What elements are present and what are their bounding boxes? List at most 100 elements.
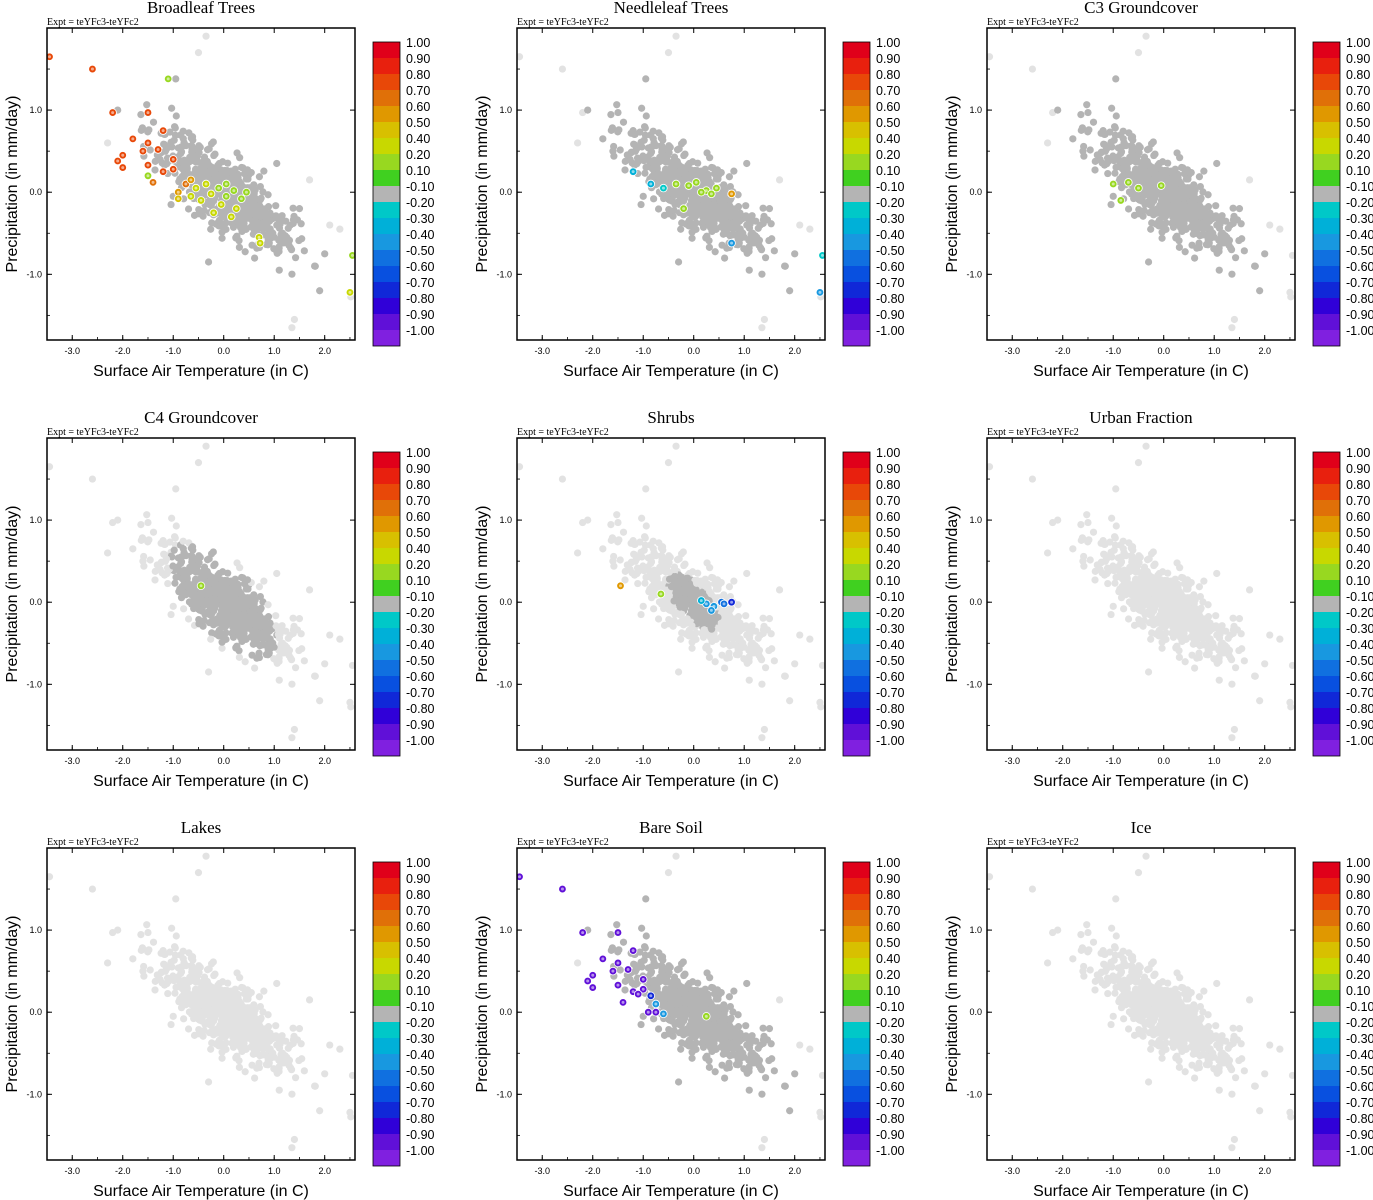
data-point	[1171, 575, 1179, 583]
data-point	[742, 612, 750, 620]
colorbar-label: 0.20	[876, 558, 900, 572]
highlighted-point-center	[348, 290, 352, 294]
colorbar-swatch	[843, 452, 870, 468]
data-point	[1196, 182, 1205, 191]
data-point	[249, 220, 257, 228]
data-point	[1108, 553, 1116, 561]
data-point	[1215, 266, 1223, 274]
data-point	[1229, 614, 1237, 622]
colorbar-swatch	[843, 708, 870, 724]
data-point	[1077, 536, 1085, 544]
x-tick-label: 1.0	[268, 346, 281, 356]
data-point	[170, 546, 178, 554]
data-point	[196, 606, 204, 614]
highlighted-point-center	[166, 77, 170, 81]
colorbar-label: -0.40	[876, 638, 905, 652]
data-point	[1140, 206, 1148, 215]
data-point	[701, 165, 709, 173]
data-point	[1153, 615, 1161, 623]
x-tick-label: -3.0	[64, 756, 80, 766]
data-point	[665, 210, 673, 218]
data-point	[1137, 173, 1145, 181]
colorbar-swatch	[843, 90, 870, 106]
colorbar-frame	[1312, 41, 1341, 347]
data-point	[244, 203, 252, 212]
data-point	[1190, 604, 1199, 612]
colorbar-label: 0.60	[876, 100, 900, 114]
colorbar-label: -0.90	[876, 718, 905, 732]
data-point	[636, 538, 644, 546]
colorbar-swatch	[373, 500, 400, 516]
colorbar-swatch	[373, 660, 400, 676]
data-point	[786, 287, 794, 295]
data-point	[1086, 556, 1094, 564]
data-point	[638, 104, 646, 112]
data-point	[670, 206, 678, 215]
data-point	[1152, 170, 1160, 178]
data-point	[688, 234, 696, 242]
data-point	[248, 651, 256, 659]
colorbar-label: 0.80	[406, 68, 430, 82]
colorbar-label: -0.20	[876, 606, 905, 620]
data-point	[227, 598, 235, 607]
colorbar-swatch	[843, 580, 870, 596]
data-point	[679, 211, 688, 219]
colorbar-swatch	[843, 532, 870, 548]
data-point	[305, 586, 314, 594]
colorbar-label: 0.90	[1346, 52, 1370, 66]
data-point	[758, 680, 766, 688]
data-point	[708, 215, 716, 223]
data-point	[678, 629, 686, 637]
data-point	[326, 221, 334, 229]
data-point	[690, 594, 698, 602]
data-point	[708, 227, 716, 236]
data-point	[265, 627, 273, 635]
data-point	[680, 561, 688, 570]
data-point	[203, 556, 212, 564]
expt-label: Expt = teYFc3-teYFc2	[987, 17, 1079, 28]
data-point	[1175, 653, 1184, 661]
data-point	[1084, 108, 1092, 117]
data-point	[654, 615, 663, 623]
x-tick-label: 2.0	[788, 756, 801, 766]
data-point	[607, 126, 615, 134]
data-point	[212, 580, 220, 588]
colorbar-swatch	[843, 676, 870, 692]
data-point	[760, 315, 769, 324]
colorbar-label: -0.30	[406, 212, 435, 226]
highlighted-point-center	[131, 137, 135, 141]
highlighted-point-center	[1136, 186, 1140, 190]
colorbar-label: -0.80	[406, 702, 435, 716]
colorbar-label: -0.60	[406, 260, 435, 274]
data-point	[168, 553, 176, 561]
data-point	[745, 266, 753, 274]
colorbar-label: 0.70	[876, 494, 900, 508]
data-point	[1181, 658, 1189, 666]
data-point	[1118, 172, 1126, 181]
data-point	[139, 557, 147, 565]
data-point	[719, 220, 727, 228]
data-point	[144, 538, 152, 546]
data-point	[694, 569, 702, 577]
colorbar-label: 0.40	[406, 542, 430, 556]
data-point	[1190, 181, 1198, 189]
data-point	[1175, 243, 1184, 251]
data-point	[203, 146, 212, 154]
points-layer	[47, 442, 355, 742]
data-point	[1079, 147, 1087, 155]
data-point	[188, 543, 197, 551]
colorbar-swatch	[1313, 74, 1340, 90]
data-point	[224, 615, 233, 623]
colorbar-swatch	[843, 298, 870, 314]
data-point	[584, 106, 592, 114]
data-point	[264, 203, 273, 211]
highlighted-point-center	[146, 174, 150, 178]
data-point	[218, 228, 226, 236]
data-point	[725, 173, 734, 181]
data-point	[736, 619, 744, 627]
colorbar-label: -1.00	[406, 324, 435, 338]
data-point	[1158, 644, 1166, 652]
data-point	[1117, 553, 1125, 561]
x-tick-label: -2.0	[585, 756, 601, 766]
colorbar-swatch	[843, 660, 870, 676]
